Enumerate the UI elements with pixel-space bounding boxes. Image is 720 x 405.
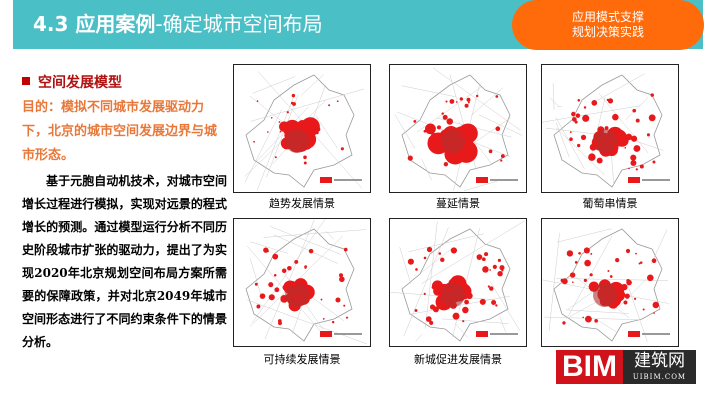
scenario-map bbox=[233, 64, 371, 193]
page-title: 4.3 应用案例-确定城市空间布局 bbox=[33, 12, 323, 36]
scenario-map bbox=[233, 218, 371, 347]
badge-line-1: 应用模式支撑 bbox=[571, 10, 644, 24]
scenario-map bbox=[541, 64, 679, 193]
scenario-map bbox=[389, 218, 527, 347]
bim-logo: BIM 建筑网 UIBIM.COM bbox=[556, 350, 696, 384]
scenario-caption: 蔓延情景 bbox=[436, 197, 480, 210]
scenario-caption: 葡萄串情景 bbox=[582, 197, 638, 210]
description-panel: 空间发展模型 目的：模拟不同城市发展驱动力下，北京的城市空间发展边界与城市形态。… bbox=[22, 72, 227, 354]
goal-text: 目的：模拟不同城市发展驱动力下，北京的城市空间发展边界与城市形态。 bbox=[22, 100, 218, 163]
scenario-caption: 趋势发展情景 bbox=[269, 197, 335, 210]
mode-badge: 应用模式支撑 规划决策实践 bbox=[512, 0, 704, 50]
logo-cn: 建筑网 bbox=[634, 351, 685, 371]
body-text: 基于元胞自动机技术，对城市空间增长过程进行模拟，实现对远景的程式增长的预测。通过… bbox=[22, 174, 227, 349]
bullet-square-icon bbox=[22, 77, 30, 85]
section-heading: 空间发展模型 bbox=[22, 72, 227, 94]
scenario-map bbox=[541, 218, 679, 347]
logo-bim: BIM bbox=[556, 350, 623, 384]
badge-line-2: 规划决策实践 bbox=[571, 25, 644, 39]
scenario-caption: 新城促进发展情景 bbox=[414, 353, 502, 366]
logo-domain: UIBIM.COM bbox=[632, 373, 687, 381]
scenario-caption: 可持续发展情景 bbox=[263, 353, 341, 366]
scenario-map bbox=[389, 64, 527, 193]
